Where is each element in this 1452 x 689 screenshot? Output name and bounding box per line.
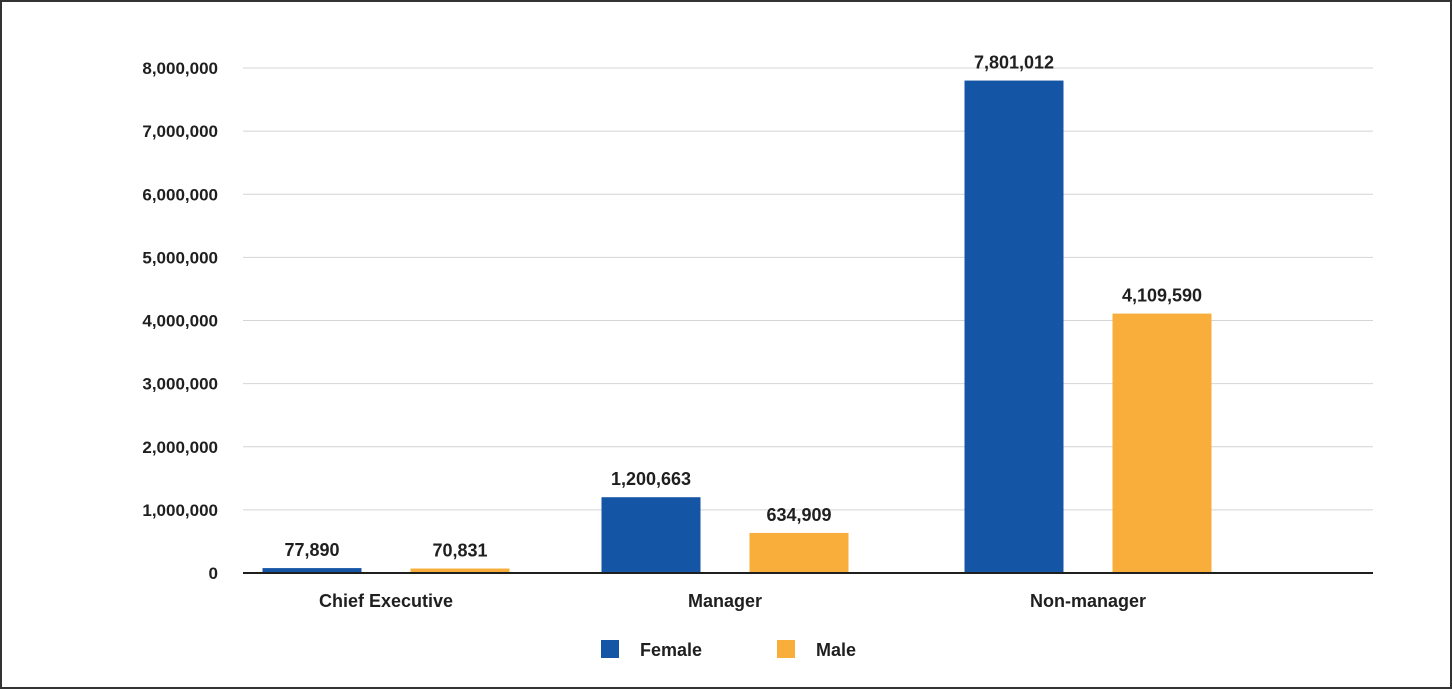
data-label: 77,890 [284,540,339,560]
legend: Female Male [601,640,856,660]
y-tick-label: 3,000,000 [142,375,218,394]
bar-male [1112,313,1212,573]
x-axis-category-labels: Chief Executive Manager Non-manager [319,591,1146,611]
bar-female [964,80,1064,573]
y-tick-label: 7,000,000 [142,122,218,141]
bar-male [410,568,510,573]
legend-label: Female [640,640,702,660]
y-tick-label: 1,000,000 [142,501,218,520]
y-tick-label: 6,000,000 [142,185,218,204]
data-label: 4,109,590 [1122,286,1202,306]
legend-swatch-female [601,640,619,658]
bar-male [749,532,849,573]
y-tick-label: 0 [209,564,218,583]
y-tick-label: 8,000,000 [142,59,218,78]
bar-female [601,497,701,573]
data-label: 634,909 [766,505,831,525]
bars [262,80,1212,573]
x-tick-label: Non-manager [1030,591,1146,611]
data-label: 1,200,663 [611,469,691,489]
data-label: 70,831 [432,541,487,561]
data-label: 7,801,012 [974,53,1054,73]
y-tick-label: 5,000,000 [142,248,218,267]
x-tick-label: Chief Executive [319,591,453,611]
bar-female [262,568,362,573]
y-tick-label: 4,000,000 [142,312,218,331]
legend-label: Male [816,640,856,660]
value-labels: 77,890 1,200,663 7,801,012 70,831 634,909 4,1… [284,53,1202,561]
x-tick-label: Manager [688,591,762,611]
y-axis-tick-labels: 0 1,000,000 2,000,000 3,000,000 4,000,000 5,0… [142,59,218,583]
y-tick-label: 2,000,000 [142,438,218,457]
legend-swatch-male [777,640,795,658]
